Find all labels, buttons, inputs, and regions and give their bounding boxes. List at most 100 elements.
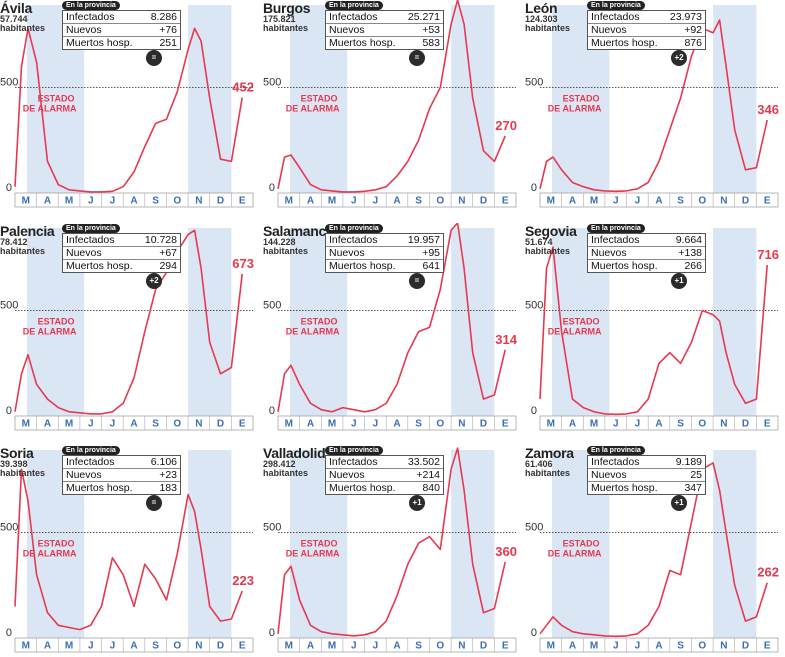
infected-label: Infectados <box>591 11 640 23</box>
new-label: Nuevos <box>66 469 102 481</box>
alarm-label-line1: ESTADO <box>301 539 338 549</box>
infected-label: Infectados <box>591 456 640 468</box>
month-tick-label: E <box>239 419 246 430</box>
new-label: Nuevos <box>66 24 102 36</box>
y-tick-label: 500 <box>525 522 543 534</box>
month-tick-label: J <box>110 419 116 430</box>
deaths-label: Muertos hosp. <box>329 37 396 49</box>
population: 57.744 habitantes <box>0 15 60 33</box>
new-value: +23 <box>159 469 177 481</box>
y-tick-label: 500 <box>525 300 543 312</box>
y-tick-label: 500 <box>525 77 543 89</box>
month-tick-label: S <box>677 641 684 652</box>
info-tag: En la provincia <box>325 446 383 455</box>
new-label: Nuevos <box>591 24 627 36</box>
infected-label: Infectados <box>66 456 115 468</box>
month-tick-label: J <box>373 196 379 207</box>
info-row-new: Nuevos 25 <box>588 469 705 482</box>
month-tick-label: D <box>742 419 749 430</box>
infected-value: 8.286 <box>150 11 177 23</box>
month-axis <box>14 415 254 431</box>
province-name: Zamora <box>525 445 574 461</box>
population-value: 57.744 <box>0 14 28 24</box>
month-tick-label: M <box>65 196 73 207</box>
population: 39.398 habitantes <box>0 460 60 478</box>
info-row-infected: Infectados 8.286 <box>63 11 180 24</box>
month-tick-label: D <box>217 641 224 652</box>
month-tick-label: A <box>393 419 400 430</box>
month-tick-label: E <box>764 641 771 652</box>
info-box: Infectados 33.502 Nuevos +214 Muertos hosp. 8… <box>325 455 444 495</box>
month-tick-label: O <box>698 641 706 652</box>
y-tick-label: 0 <box>6 627 12 639</box>
shade-band <box>188 228 232 416</box>
deaths-label: Muertos hosp. <box>66 37 133 49</box>
month-tick-label: J <box>110 641 116 652</box>
chart-panel: M A M J J A S O N D E 0 500 ESTADO DE ALARMA 452 Ávila 57… <box>0 0 255 212</box>
alarm-label-line2: DE ALARMA <box>286 549 340 559</box>
chart-panel: M A M J J A S O N D E 0 500 ESTADO DE ALARMA 716 Segovia… <box>525 223 780 435</box>
deaths-value: 266 <box>684 260 702 272</box>
new-value: 25 <box>690 469 702 481</box>
month-tick-label: J <box>88 641 94 652</box>
info-row-deaths: Muertos hosp. 583 <box>326 37 443 49</box>
month-tick-label: J <box>351 641 357 652</box>
population-value: 298.412 <box>263 459 296 469</box>
month-tick-label: S <box>677 196 684 207</box>
deaths-label: Muertos hosp. <box>66 260 133 272</box>
y-tick-label: 0 <box>269 405 275 417</box>
month-tick-label: O <box>173 196 181 207</box>
province-name: Soria <box>0 445 34 461</box>
alarm-label-line1: ESTADO <box>38 94 75 104</box>
population: 78.412 habitantes <box>0 238 60 256</box>
population-value: 124.303 <box>525 14 558 24</box>
deaths-change-badge: = <box>409 273 425 289</box>
month-tick-label: E <box>502 196 509 207</box>
deaths-label: Muertos hosp. <box>591 482 658 494</box>
month-tick-label: J <box>110 196 116 207</box>
info-row-infected: Infectados 23.973 <box>588 11 705 24</box>
series-line <box>14 468 243 631</box>
shade-band <box>188 450 232 638</box>
month-axis <box>277 192 517 208</box>
population: 124.303 habitantes <box>525 15 585 33</box>
chart-panel: M A M J J A S O N D E 0 500 ESTADO DE ALARMA 673 Palenci… <box>0 223 255 435</box>
chart-panel: M A M J J A S O N D E 0 500 ESTADO DE ALARMA 262 Zamora 6… <box>525 445 780 657</box>
info-row-deaths: Muertos hosp. 251 <box>63 37 180 49</box>
month-tick-label: J <box>635 196 641 207</box>
month-tick-label: O <box>698 196 706 207</box>
province-name: Salamanca <box>263 223 334 239</box>
info-row-deaths: Muertos hosp. 876 <box>588 37 705 49</box>
alarm-label-line2: DE ALARMA <box>23 549 77 559</box>
alarm-label-line1: ESTADO <box>563 94 600 104</box>
new-label: Nuevos <box>329 469 365 481</box>
month-tick-label: N <box>720 641 727 652</box>
month-axis <box>539 192 779 208</box>
info-row-infected: Infectados 6.106 <box>63 456 180 469</box>
deaths-change-badge: +1 <box>671 273 687 289</box>
month-tick-label: A <box>130 641 137 652</box>
alarm-label-line1: ESTADO <box>38 317 75 327</box>
deaths-value: 294 <box>159 260 177 272</box>
series-line <box>539 462 768 638</box>
population-unit: habitantes <box>0 246 46 256</box>
population-unit: habitantes <box>263 23 309 33</box>
series-line <box>539 246 768 416</box>
month-tick-label: A <box>130 419 137 430</box>
last-value-label: 716 <box>757 247 779 262</box>
infected-label: Infectados <box>591 234 640 246</box>
population-value: 144.228 <box>263 237 296 247</box>
month-tick-label: S <box>415 419 422 430</box>
population-unit: habitantes <box>263 468 309 478</box>
month-tick-label: J <box>373 641 379 652</box>
month-tick-label: S <box>415 641 422 652</box>
y-tick-label: 500 <box>263 77 281 89</box>
infected-label: Infectados <box>329 11 378 23</box>
month-tick-label: M <box>590 196 598 207</box>
month-tick-label: M <box>328 641 336 652</box>
info-row-new: Nuevos +53 <box>326 24 443 37</box>
month-tick-label: J <box>613 419 619 430</box>
new-value: +214 <box>416 469 440 481</box>
month-tick-label: S <box>152 641 159 652</box>
